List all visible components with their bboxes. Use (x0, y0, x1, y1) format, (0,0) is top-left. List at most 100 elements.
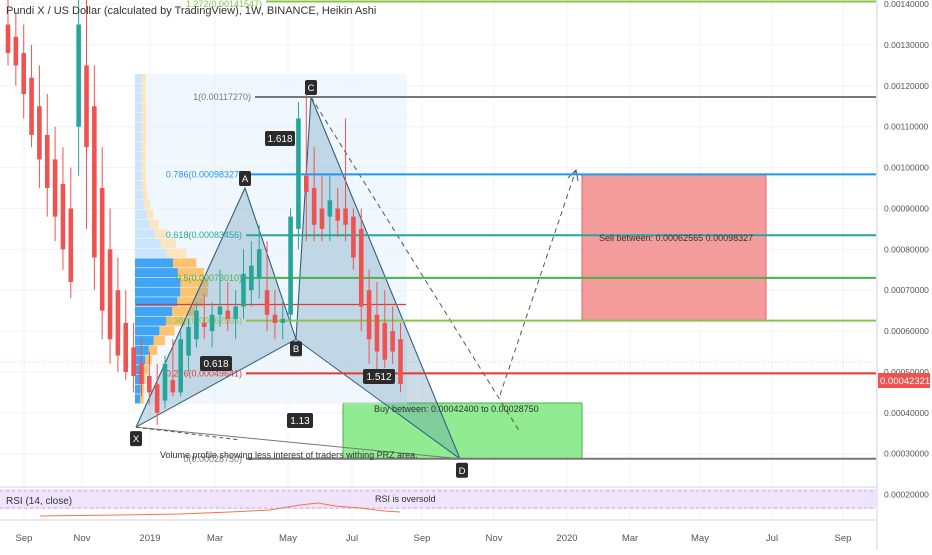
projection-dashed-up (499, 169, 577, 396)
pattern-xd-line (135, 426, 461, 460)
volume-bar-up (135, 384, 141, 394)
x-tick-label: 2019 (139, 533, 160, 544)
candle-body (186, 326, 191, 356)
candle-body (13, 36, 19, 66)
rsi-label: RSI (14, close) (6, 496, 72, 507)
pattern-point-badge (290, 341, 302, 357)
volume-bar-up (135, 355, 146, 365)
candle-body (84, 65, 89, 148)
volume-bar-down (142, 190, 148, 200)
candle-body (68, 208, 74, 283)
buy-zone-label: Buy between: 0.00042400 to 0.00028750 (374, 404, 539, 414)
candle-body (115, 290, 121, 356)
volume-bar-up (135, 268, 178, 278)
candle-body (178, 339, 183, 393)
x-tick-label: Nov (486, 533, 503, 544)
candle-body (21, 53, 26, 95)
fib-level-label: 0(0.00028750) (183, 454, 242, 464)
x-tick-label: 2020 (556, 533, 577, 544)
volume-bar-up (135, 394, 141, 404)
fib-level-label: 1.272(0.00141547) (186, 0, 262, 9)
candle-body (311, 188, 317, 225)
pattern-point-label: C (308, 83, 315, 94)
volume-bar-up (135, 161, 142, 171)
pattern-xb-line (135, 338, 297, 428)
x-tick-label: Sep (835, 533, 852, 544)
y-tick-label: 0.00040000 (884, 408, 929, 418)
ratio-label: 1.512 (366, 372, 391, 383)
fib-levels: 1.272(0.00141547) 1(0.00117270) 0.786(0.00… (136, 0, 876, 464)
candle-body (209, 314, 215, 332)
rsi-panel (0, 486, 876, 517)
volume-bar-down (141, 171, 147, 181)
candle-body (170, 380, 176, 393)
fib-level-label: 1(0.00117270) (193, 92, 251, 102)
chart-title: Pundi X / US Dollar (calculated by Tradi… (6, 5, 376, 17)
y-tick-label: 0.00080000 (884, 244, 929, 254)
volume-bar-up (135, 277, 181, 287)
sell-zone-box (581, 173, 767, 322)
volume-bar-down (154, 229, 167, 239)
y-tick-label: 0.00060000 (884, 326, 929, 336)
candles (5, 0, 403, 426)
y-tick-label: 0.00050000 (884, 367, 929, 377)
candle-body (162, 363, 168, 401)
volume-bar-up (135, 374, 142, 384)
volume-bar-down (153, 336, 165, 346)
candle-body (327, 200, 333, 217)
candle-body (366, 290, 372, 340)
volume-bar-up (135, 180, 143, 190)
candle-body (123, 322, 129, 372)
volume-bar-down (141, 122, 147, 132)
candle-body (217, 306, 223, 315)
overlay-annotations: X A B C D 1.618 0.618 1.512 1.13 (130, 79, 468, 478)
x-tick-label: May (279, 533, 297, 544)
candle-body (131, 347, 136, 377)
candle-body (107, 249, 113, 340)
volume-bar-up (135, 297, 178, 307)
ratio-badge (287, 413, 313, 428)
x-tick-label: Sep (414, 533, 431, 544)
rsi-line (39, 502, 401, 517)
volume-bar-down (148, 345, 158, 355)
candle-body (390, 331, 395, 352)
candle-body (52, 159, 58, 217)
candle-body (382, 322, 388, 360)
candle-body (288, 216, 293, 315)
candle-body (319, 208, 325, 229)
volume-bar-up (135, 112, 142, 122)
y-tick-label: 0.00110000 (884, 122, 929, 132)
volume-bar-down (177, 268, 205, 278)
candle-body (296, 118, 301, 229)
y-tick-label: 0.00090000 (884, 203, 929, 213)
y-tick-label: 0.00100000 (884, 163, 929, 173)
volume-bar-down (142, 180, 147, 190)
candle-body (398, 339, 403, 385)
y-tick-label: 0.00140000 (884, 0, 929, 9)
ratio-label: 0.618 (203, 359, 228, 370)
candle-body (233, 306, 238, 319)
ratio-badge (200, 356, 232, 371)
volume-bar-down (141, 112, 147, 122)
candle-body (343, 208, 348, 225)
pattern-x-dashed (135, 426, 241, 441)
pattern-point-label: B (293, 344, 299, 355)
candle-body (5, 24, 11, 54)
volume-bar-up (135, 248, 167, 258)
x-tick-label: Sep (16, 533, 33, 544)
candle-body (60, 183, 66, 250)
candle-body (241, 273, 246, 307)
candle-body (37, 106, 42, 160)
volume-bar-down (141, 161, 146, 171)
volume-bar-down (166, 248, 187, 258)
volume-bar-up (135, 219, 150, 229)
ratio-label: 1.618 (267, 134, 292, 145)
volume-bar-down (172, 306, 196, 317)
candle-body (194, 310, 199, 340)
pattern-point-badge (239, 171, 251, 187)
volume-bar-down (141, 151, 147, 161)
pattern-point-label: D (459, 466, 466, 477)
